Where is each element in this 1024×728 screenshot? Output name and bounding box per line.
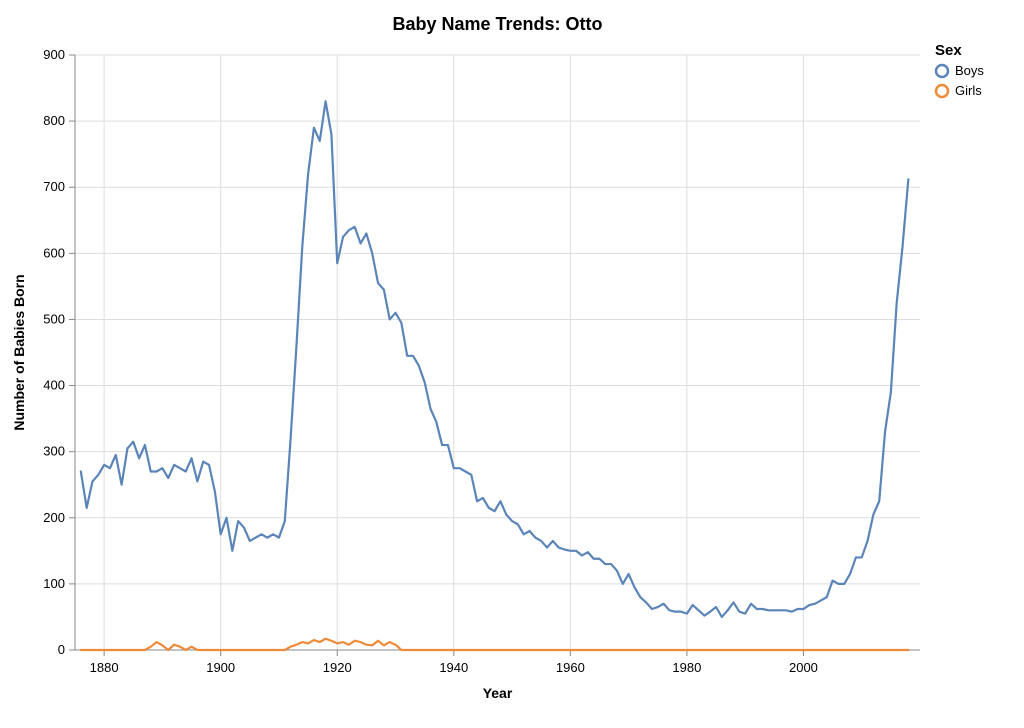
tick-label-x: 2000 (789, 660, 818, 675)
tick-label-y: 0 (58, 642, 65, 657)
chart-container: 0 100 200 300 400 500 600 700 800 900 1880 1900 1920… (0, 0, 1024, 728)
tick-label-x: 1920 (323, 660, 352, 675)
legend-title: Sex (935, 42, 962, 59)
tick-label-x: 1960 (556, 660, 585, 675)
tick-label-y: 400 (43, 378, 65, 393)
tick-label-y: 800 (43, 113, 65, 128)
chart-svg: 0 100 200 300 400 500 600 700 800 900 1880 1900 1920… (0, 0, 1024, 728)
tick-label-y: 900 (43, 47, 65, 62)
chart-title: Baby Name Trends: Otto (392, 14, 602, 34)
tick-label-y: 600 (43, 245, 65, 260)
legend-label-boys: Boys (955, 63, 984, 78)
legend-label-girls: Girls (955, 83, 982, 98)
tick-label-x: 1980 (672, 660, 701, 675)
tick-label-x: 1940 (439, 660, 468, 675)
tick-label-x: 1900 (206, 660, 235, 675)
tick-label-y: 700 (43, 179, 65, 194)
tick-label-y: 500 (43, 311, 65, 326)
tick-label-x: 1880 (90, 660, 119, 675)
axis-label-x: Year (483, 685, 513, 701)
tick-label-y: 200 (43, 510, 65, 525)
tick-label-y: 300 (43, 444, 65, 459)
plot-area (75, 55, 920, 650)
axis-label-y: Number of Babies Born (11, 274, 27, 430)
tick-label-y: 100 (43, 576, 65, 591)
